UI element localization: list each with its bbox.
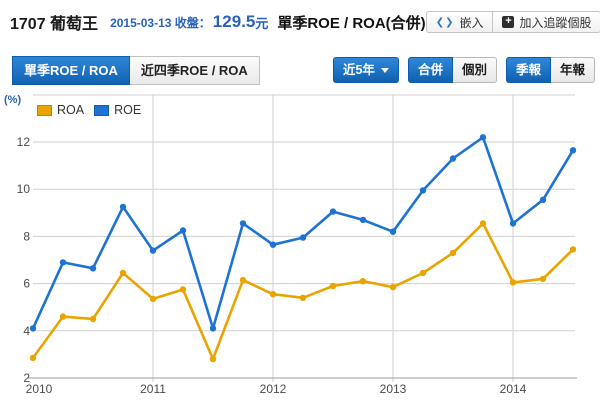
roa-data-point [419, 269, 427, 277]
roa-data-point [509, 279, 517, 286]
stock-id: 1707 [10, 16, 46, 33]
time-range-dropdown[interactable]: 近5年 [332, 57, 399, 83]
roa-data-point [59, 313, 67, 320]
chart-legend: ROA ROE [37, 103, 141, 117]
y-axis-tick-label: 4 [23, 324, 30, 338]
roe-data-point [89, 265, 97, 272]
legend-label-roe: ROE [114, 103, 142, 117]
plus-square-icon: + [502, 16, 515, 28]
y-axis-tick-label: 8 [23, 229, 30, 243]
y-axis-unit-label: (%) [4, 94, 22, 106]
metric-tabs: 單季ROE / ROA 近四季ROE / ROA [12, 56, 260, 85]
caret-down-icon [380, 67, 389, 73]
add-to-watchlist-label: 加入追蹤個股 [519, 15, 592, 30]
roe-data-point [479, 134, 487, 141]
y-axis-tick-label: 6 [23, 277, 30, 291]
roa-data-point [209, 355, 217, 363]
add-to-watchlist-button[interactable]: + 加入追蹤個股 [492, 11, 600, 33]
legend-label-roa: ROA [57, 103, 85, 117]
roa-line-series [31, 222, 575, 361]
roe-data-point [419, 187, 427, 194]
price-unit: 元 [255, 15, 269, 31]
roe-data-point [209, 325, 217, 332]
roe-data-point [539, 196, 547, 203]
roe-data-point [569, 147, 577, 154]
close-price: 129.5 [212, 12, 256, 31]
roe-data-point [509, 220, 517, 227]
x-axis-tick-label: 2012 [260, 382, 287, 396]
roa-data-point [539, 275, 547, 283]
roa-data-point [29, 354, 37, 362]
roa-data-point [239, 276, 247, 284]
roa-swatch-icon [37, 104, 52, 116]
annual-report-button[interactable]: 年報 [550, 57, 595, 83]
roe-data-point [149, 247, 157, 254]
tab-single-quarter-roe-roa[interactable]: 單季ROE / ROA [12, 56, 130, 85]
toolbar: 單季ROE / ROA 近四季ROE / ROA 近5年 合併 個別 季報 年報 [12, 56, 595, 85]
embed-button-label: 嵌入 [459, 15, 484, 30]
roa-data-point [359, 278, 367, 285]
roa-data-point [569, 246, 577, 253]
y-axis-tick-label: 2 [23, 371, 30, 385]
roe-data-point [329, 208, 337, 215]
legend-item-roa: ROA [37, 103, 84, 117]
consolidated-button[interactable]: 合併 [407, 57, 453, 83]
consolidation-toggle: 合併 個別 [407, 57, 497, 83]
header-button-group: ❮❯ 嵌入 + 加入追蹤個股 [425, 11, 600, 33]
roe-data-point [389, 228, 397, 235]
y-axis-tick-label: 10 [17, 182, 31, 196]
y-axis-tick-label: 12 [17, 135, 31, 149]
roa-data-point [179, 286, 187, 293]
roe-data-point [239, 220, 247, 227]
time-range-label: 近5年 [342, 63, 375, 77]
roe-data-point [179, 227, 187, 234]
quarterly-report-button[interactable]: 季報 [505, 57, 551, 83]
roa-data-point [149, 295, 157, 303]
tab-trailing-four-quarters-roe-roa[interactable]: 近四季ROE / ROA [129, 56, 260, 85]
roa-data-point [389, 283, 397, 291]
x-axis-tick-label: 2013 [380, 382, 407, 396]
roe-data-point [359, 216, 367, 224]
roe-data-point [299, 234, 307, 241]
x-axis-tick-label: 2014 [500, 382, 527, 396]
roe-data-point [449, 155, 457, 162]
roe-data-point [269, 241, 277, 248]
roe-data-point [119, 203, 127, 211]
roe-data-point [59, 259, 67, 266]
close-date-label: 2015-03-13 收盤： [110, 15, 211, 30]
roe-data-point [29, 325, 37, 332]
x-axis-tick-label: 2011 [140, 382, 166, 396]
roa-data-point [329, 282, 337, 290]
header: 1707 葡萄王 2015-03-13 收盤： 129.5 元 單季ROE / … [10, 8, 600, 36]
individual-button[interactable]: 個別 [452, 57, 497, 83]
period-toggle: 季報 年報 [505, 57, 595, 83]
code-brackets-icon: ❮❯ [435, 16, 455, 28]
legend-item-roe: ROE [94, 103, 141, 117]
stock-title: 1707 葡萄王 [10, 10, 98, 34]
roa-data-point [299, 294, 307, 301]
roa-data-point [89, 315, 97, 323]
roe-swatch-icon [94, 104, 110, 116]
roa-data-point [449, 249, 457, 257]
chart-controls: 近5年 合併 個別 季報 年報 [332, 57, 595, 83]
stock-name: 葡萄王 [50, 16, 99, 33]
roa-data-point [269, 291, 277, 298]
roa-data-point [479, 220, 487, 227]
page-title: 單季ROE / ROA(合併) [277, 14, 426, 32]
embed-button[interactable]: ❮❯ 嵌入 [425, 11, 493, 33]
roa-data-point [119, 269, 127, 277]
x-axis-tick-label: 2010 [26, 382, 53, 396]
